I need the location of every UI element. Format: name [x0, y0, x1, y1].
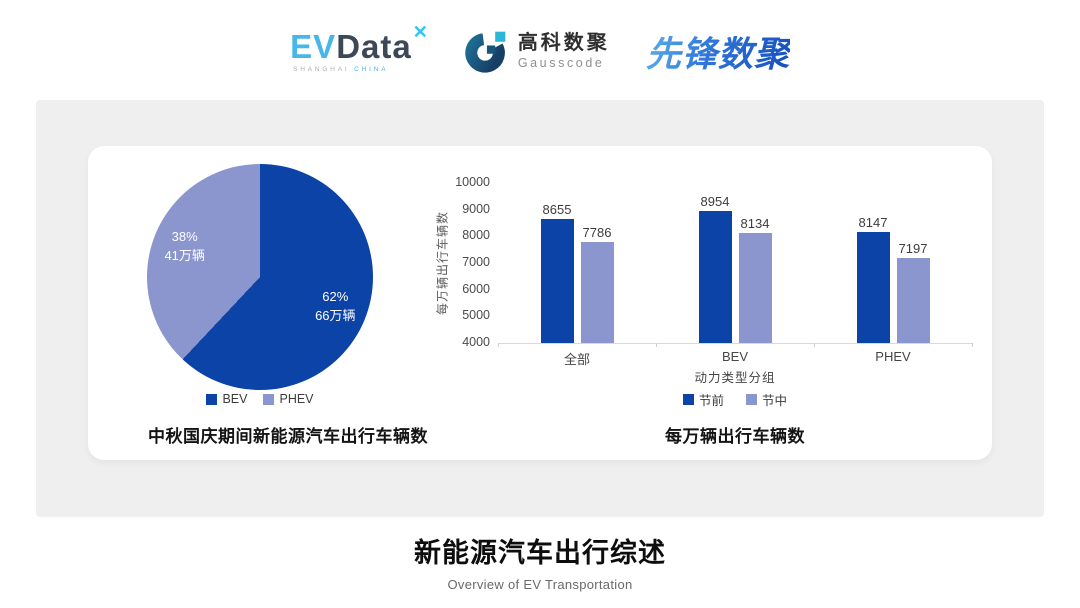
legend-swatch: [206, 393, 218, 405]
y-tick-label: 10000: [455, 175, 490, 189]
pie-slice-amount: 66万辆: [315, 307, 356, 323]
category-label: PHEV: [875, 349, 911, 364]
page-footer: 新能源汽车出行综述 Overview of EV Transportation: [0, 531, 1080, 592]
bar-value-label: 8954: [700, 193, 730, 209]
bar-chart-title: 每万辆出行车辆数: [665, 427, 805, 446]
pie-chart: 62% 66万辆 38% 41万辆: [147, 164, 373, 390]
legend-item: BEV: [206, 392, 247, 406]
legend-item: 节前: [682, 390, 724, 409]
bar: [856, 232, 890, 343]
bar-plot-area: 全部 8655 7786 BEV 8954 8134 PHEV 8147 7197: [498, 183, 973, 367]
bar-value-label: 8147: [858, 215, 888, 231]
axis-tick: [814, 343, 815, 347]
legend-swatch: [682, 394, 694, 405]
evdata-shanghai-text: SHANGHAI: [293, 65, 350, 73]
bar: [580, 242, 614, 343]
pie-slice-amount: 41万辆: [164, 248, 205, 264]
bar-x-axis-title: 动力类型分组: [694, 371, 776, 385]
evdata-subtext: SHANGHAI CHINA: [290, 66, 427, 73]
gausscode-cn-text: 高科数聚: [517, 31, 610, 54]
pie-slice-label: 62% 66万辆: [315, 288, 355, 326]
legend-swatch: [746, 394, 757, 405]
bar-legend: 节前 节中: [498, 390, 972, 409]
pie-slice-label: 38% 41万辆: [164, 228, 204, 266]
pie-legend: BEV PHEV: [147, 392, 373, 406]
legend-label: PHEV: [279, 392, 314, 406]
bar-chart: 每万辆出行车辆数 全部 8655 7786 BEV 8954 8134 PHEV 8147 71…: [428, 146, 992, 460]
y-tick-label: 8000: [462, 228, 490, 243]
evdata-ev-text: EV: [290, 27, 337, 65]
category-label: 全部: [563, 352, 590, 367]
xianfeng-logo: 先锋数聚: [646, 26, 790, 77]
legend-label: 节中: [762, 394, 788, 408]
axis-tick: [972, 343, 973, 347]
bar-value-label: 7197: [898, 240, 928, 256]
y-tick-label: 6000: [462, 281, 490, 296]
evdata-data-text: Data: [336, 27, 412, 65]
page-subtitle: Overview of EV Transportation: [447, 577, 633, 592]
bar-value-label: 7786: [582, 225, 612, 241]
bar-value-label: 8134: [740, 215, 770, 231]
legend-label: 节前: [698, 394, 724, 408]
bar: [540, 218, 574, 343]
y-tick-label: 9000: [462, 201, 490, 216]
y-tick-label: 4000: [462, 335, 490, 349]
axis-tick: [498, 343, 499, 347]
charts-card: 62% 66万辆 38% 41万辆 BEV PHEV 中秋国庆期间新能源汽车出行车辆数 …: [88, 146, 992, 460]
evdata-x-icon: ✕: [412, 21, 428, 42]
evdata-china-text: CHINA: [354, 65, 389, 73]
summary-panel: 62% 66万辆 38% 41万辆 BEV PHEV 中秋国庆期间新能源汽车出行车辆数 …: [36, 100, 1044, 517]
bar-value-label: 8655: [542, 201, 572, 217]
evdata-wordmark: EV Data ✕: [290, 23, 428, 65]
gausscode-logo: 高科数聚 Gausscode: [463, 28, 610, 74]
y-tick-label: 5000: [462, 308, 490, 323]
gausscode-en-text: Gausscode: [517, 55, 605, 70]
gausscode-g-icon: [465, 31, 506, 73]
bar: [896, 257, 930, 343]
legend-item: 节中: [746, 390, 787, 409]
category-label: BEV: [721, 349, 748, 364]
legend-swatch: [263, 393, 275, 405]
legend-label: BEV: [222, 392, 248, 406]
legend-item: PHEV: [263, 392, 314, 406]
pie-slice-percent: 38%: [171, 229, 198, 245]
pie-chart-title: 中秋国庆期间新能源汽车出行车辆数: [148, 427, 428, 446]
gausscode-text: 高科数聚 Gausscode: [518, 32, 610, 70]
header-logos: EV Data ✕ SHANGHAI CHINA: [0, 0, 1080, 100]
pie-slice-percent: 62%: [322, 288, 349, 304]
page-title: 新能源汽车出行综述: [414, 538, 666, 568]
y-tick-label: 7000: [462, 255, 490, 269]
axis-tick: [656, 343, 657, 347]
bar: [738, 232, 772, 343]
bar: [698, 210, 732, 343]
evdata-logo: EV Data ✕ SHANGHAI CHINA: [290, 23, 428, 73]
